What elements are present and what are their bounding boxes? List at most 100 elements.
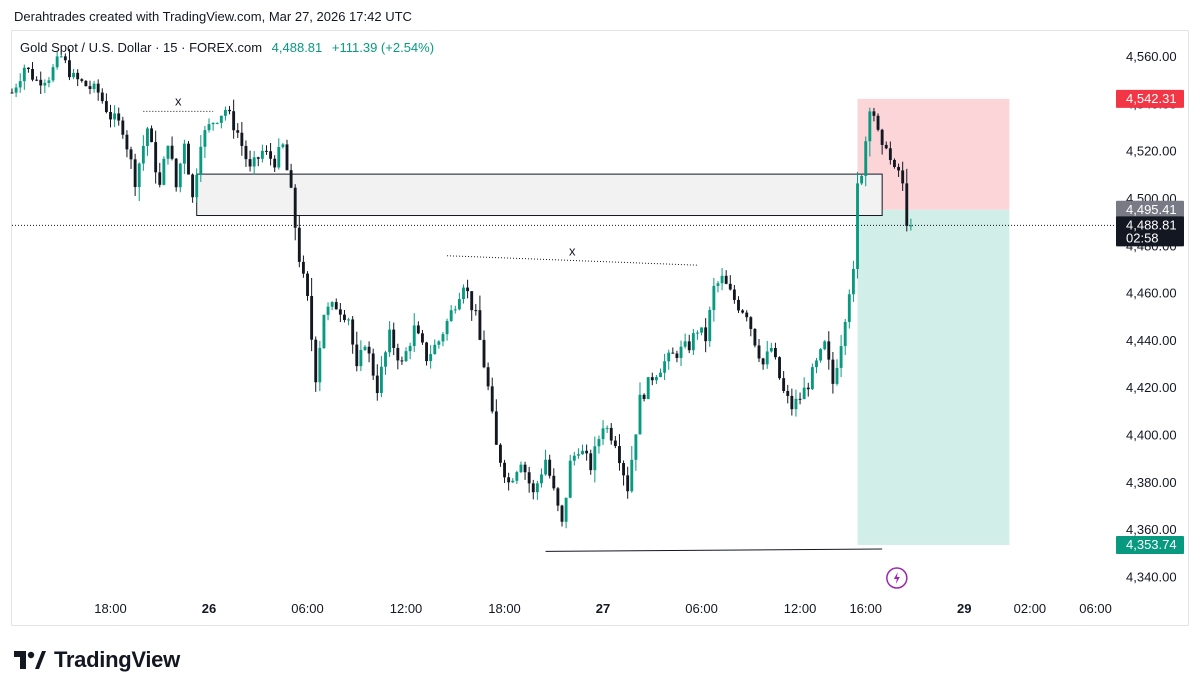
price-tag-countdown: 02:58 xyxy=(1126,230,1159,245)
candle-body xyxy=(827,341,831,360)
candle-body xyxy=(76,72,80,80)
candle-body xyxy=(104,101,108,113)
candle-body xyxy=(396,347,400,361)
candle-body xyxy=(704,327,708,342)
candle-body xyxy=(646,377,650,399)
candle-body xyxy=(716,283,720,286)
candle-body xyxy=(314,339,318,383)
candle-body xyxy=(10,92,14,94)
candle-body xyxy=(687,341,691,351)
candle-body xyxy=(794,398,798,410)
candle-body xyxy=(560,505,564,522)
candle-body xyxy=(18,81,22,88)
candle-body xyxy=(371,353,375,376)
candle-body xyxy=(404,351,408,362)
tradingview-logo[interactable]: TradingView xyxy=(14,647,180,673)
candle-body xyxy=(375,375,379,394)
x-axis-tick-label: 12:00 xyxy=(784,601,817,616)
candle-body xyxy=(84,80,88,87)
candle-body xyxy=(856,183,859,269)
candle-body xyxy=(195,174,199,198)
candle-body xyxy=(806,387,810,390)
candle-body xyxy=(572,455,576,461)
candle-body xyxy=(326,306,330,315)
candle-body xyxy=(872,111,876,116)
candle-body xyxy=(605,427,609,429)
price-tag-label: 4,488.81 xyxy=(1126,217,1177,232)
x-axis-tick-label: 18:00 xyxy=(488,601,521,616)
candle-body xyxy=(338,309,342,315)
price-tag-label: 4,495.41 xyxy=(1126,202,1177,217)
candle-body xyxy=(626,475,630,492)
candle-body xyxy=(35,79,39,81)
candle-body xyxy=(384,352,387,367)
candle-body xyxy=(355,344,359,367)
candle-body xyxy=(421,333,424,343)
candle-body xyxy=(757,345,761,359)
candle-body xyxy=(228,109,231,112)
candle-body xyxy=(790,395,794,410)
candle-body xyxy=(494,411,498,445)
swing-low-line xyxy=(545,548,883,552)
candle-body xyxy=(864,141,868,176)
candle-body xyxy=(815,360,818,368)
candle-body xyxy=(203,130,207,147)
x-axis-tick-label: 06:00 xyxy=(291,601,324,616)
y-axis-tick-label: 4,340.00 xyxy=(1126,569,1177,584)
candle-body xyxy=(778,357,781,379)
candle-body xyxy=(59,56,63,58)
y-axis-tick-label: 4,460.00 xyxy=(1126,286,1177,301)
candle-body xyxy=(802,387,806,400)
candle-body xyxy=(219,115,223,123)
candle-body xyxy=(191,174,195,198)
take-profit-zone xyxy=(857,209,1010,545)
candle-body xyxy=(441,334,445,342)
swing-high-left-label: x xyxy=(175,93,182,108)
candle-body xyxy=(478,310,482,340)
candle-body xyxy=(133,159,137,188)
candle-body xyxy=(100,92,104,102)
candle-body xyxy=(187,143,190,175)
candle-body xyxy=(207,124,211,131)
price-tag-entry xyxy=(1116,200,1184,219)
candle-body xyxy=(581,450,584,455)
y-axis-tick-label: 4,560.00 xyxy=(1126,49,1177,64)
candle-body xyxy=(68,60,71,78)
swing-high-mid-label: x xyxy=(569,243,576,258)
candle-body xyxy=(244,145,248,160)
candle-body xyxy=(351,319,355,345)
candle-body xyxy=(769,347,773,352)
y-axis-tick-label: 4,440.00 xyxy=(1126,333,1177,348)
candle-body xyxy=(146,128,149,146)
x-axis-tick-label: 06:00 xyxy=(685,601,718,616)
candle-body xyxy=(700,327,703,333)
x-axis-tick-label: 27 xyxy=(596,601,610,616)
candle-body xyxy=(548,459,552,476)
candle-body xyxy=(654,377,658,381)
candle-body xyxy=(482,339,486,368)
candle-body xyxy=(445,320,449,335)
candle-body xyxy=(334,302,338,310)
price-change: +111.39 (+2.54%) xyxy=(331,40,435,55)
candles-group xyxy=(10,48,913,529)
candle-body xyxy=(786,390,790,396)
candle-body xyxy=(51,67,55,81)
candle-body xyxy=(712,285,716,310)
candle-body xyxy=(847,294,851,322)
candle-body xyxy=(359,349,363,367)
candle-body xyxy=(860,175,864,184)
price-tag-last xyxy=(1116,216,1184,247)
candle-body xyxy=(248,159,252,167)
candle-body xyxy=(622,463,626,476)
x-axis-tick-label: 06:00 xyxy=(1079,601,1112,616)
candle-body xyxy=(113,113,117,120)
candle-body xyxy=(232,111,236,131)
candle-body xyxy=(182,143,186,164)
candle-body xyxy=(211,122,215,125)
price-tag-label: 4,542.31 xyxy=(1126,91,1177,106)
candle-body xyxy=(523,464,527,473)
candle-body xyxy=(330,302,334,307)
candle-body xyxy=(425,342,428,362)
stop-loss-zone xyxy=(857,98,1010,210)
